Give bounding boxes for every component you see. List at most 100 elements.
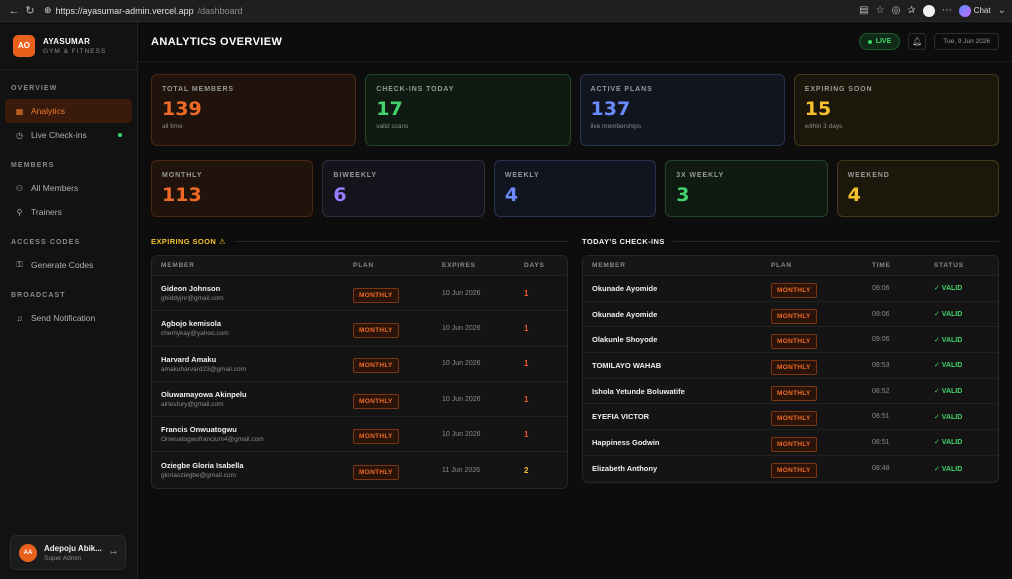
days-left: 1 xyxy=(524,429,529,439)
profile-avatar-icon[interactable] xyxy=(922,4,935,17)
url-host: https://ayasumar-admin.vercel.app xyxy=(55,5,194,16)
more-icon[interactable]: ⋯ xyxy=(941,5,952,16)
star-icon[interactable]: ☆ xyxy=(875,5,885,16)
plan-badge: MONTHLY xyxy=(353,287,399,303)
expiring-title: EXPIRING SOON ⚠ xyxy=(151,237,226,246)
plan-badge: MONTHLY xyxy=(771,334,817,350)
page-title: ANALYTICS OVERVIEW xyxy=(151,35,283,48)
sidebar-nav: OVERVIEW ▦ Analytics ◷ Live Check-ins MEMBERS… xyxy=(0,70,137,330)
table-row[interactable]: Francis Onwuatogwu Onwuatogwufrancium4@gm… xyxy=(152,417,567,453)
member-name: Harvard Amaku xyxy=(161,354,217,364)
notification-bell-icon[interactable]: 🔔︎ xyxy=(908,33,927,50)
brand-logo: AO xyxy=(13,34,35,57)
plan-label: WEEKEND xyxy=(847,172,890,179)
plan-badge: MONTHLY xyxy=(771,359,817,375)
table-row[interactable]: Ishola Yetunde Boluwatife MONTHLY 08:52 … xyxy=(583,379,998,405)
sidebar-item-generate-codes[interactable]: ⚿ Generate Codes xyxy=(5,253,132,277)
table-row[interactable]: Olakunle Shoyode MONTHLY 09:06 ✓ VALID xyxy=(583,327,998,354)
plan-stat-card: WEEKLY 4 xyxy=(493,160,657,217)
table-row[interactable]: Elizabeth Anthony MONTHLY 08:48 ✓ VALID xyxy=(583,456,998,482)
column-header: TIME xyxy=(872,262,891,269)
date-display: Tue, 9 Jun 2026 xyxy=(934,33,999,50)
plan-value: 4 xyxy=(504,184,519,206)
status-badge: ✓ VALID xyxy=(934,336,963,344)
table-row[interactable]: Oluwamayowa Akinpelu airlesfury@gmail.com… xyxy=(152,382,567,418)
plan-stat-card: WEEKEND 4 xyxy=(836,160,1000,217)
checkins-title: TODAY'S CHECK-INS xyxy=(582,237,665,246)
checkins-table: MEMBER PLAN TIME STATUS Okunade Ayomide MON… xyxy=(582,255,999,483)
stat-value: 17 xyxy=(376,98,403,120)
status-badge: ✓ VALID xyxy=(934,285,963,293)
member-email: airlesfury@gmail.com xyxy=(161,401,224,409)
stat-value: 15 xyxy=(804,98,832,120)
sidebar-item-label: Generate Codes xyxy=(31,260,94,270)
chat-label: Chat xyxy=(973,6,991,15)
column-header: DAYS xyxy=(524,262,545,269)
table-row[interactable]: Okunade Ayomide MONTHLY 09:06 ✓ VALID xyxy=(583,276,998,302)
favorites-icon[interactable]: ✰ xyxy=(907,5,916,16)
extension-icon[interactable]: ◎ xyxy=(891,5,901,16)
table-row[interactable]: TOMILAYO WAHAB MONTHLY 08:53 ✓ VALID xyxy=(583,353,998,379)
plan-badge: MONTHLY xyxy=(771,436,817,452)
grid-icon: ▦ xyxy=(15,106,24,116)
url-path: /dashboard xyxy=(197,5,243,16)
sidebar-item-all-members[interactable]: ⚇ All Members xyxy=(5,176,132,200)
member-name: Okunade Ayomide xyxy=(592,283,658,293)
chat-button[interactable]: Chat xyxy=(958,4,991,17)
stat-sub: valid scans xyxy=(376,123,409,130)
status-badge: ✓ VALID xyxy=(934,439,963,447)
chevron-down-icon[interactable]: ⌄ xyxy=(997,5,1006,16)
sidebar-item-trainers[interactable]: ⚲ Trainers xyxy=(5,200,132,224)
table-row[interactable]: Harvard Amaku amakuharvard23@gmail.com MO… xyxy=(152,347,567,382)
stat-value: 139 xyxy=(162,98,202,120)
table-row[interactable]: Agbojo kemisola chemykay@yahoo.com MONTHL… xyxy=(152,311,567,347)
table-row[interactable]: EYEFIA VICTOR MONTHLY 08:51 ✓ VALID xyxy=(583,404,998,431)
column-header: EXPIRES xyxy=(442,262,476,269)
topbar: ANALYTICS OVERVIEW LIVE 🔔︎ Tue, 9 Jun 20… xyxy=(138,22,1012,62)
checkin-time: 08:53 xyxy=(872,361,890,369)
table-row[interactable]: Okunade Ayomide MONTHLY 09:06 ✓ VALID xyxy=(583,302,998,328)
browser-bar: ← ↻ ⊕ https://ayasumar-admin.vercel.app /… xyxy=(0,0,1012,22)
sidebar-item-send-notification[interactable]: ♫ Send Notification xyxy=(5,306,132,330)
status-badge: ✓ VALID xyxy=(934,413,963,421)
expires-date: 10 Jun 2026 xyxy=(442,430,481,438)
reader-icon[interactable]: ▤ xyxy=(859,5,869,16)
stat-card: CHECK-INS TODAY 17 valid scans xyxy=(365,74,571,146)
table-row[interactable]: Happiness Godwin MONTHLY 08:51 ✓ VALID xyxy=(583,430,998,456)
checkin-time: 09:06 xyxy=(872,284,890,292)
status-badge: ✓ VALID xyxy=(934,362,963,370)
sidebar-item-label: Analytics xyxy=(31,106,66,116)
logout-icon[interactable]: ↦ xyxy=(110,548,117,557)
plan-badge: MONTHLY xyxy=(771,411,817,427)
sidebar-item-analytics[interactable]: ▦ Analytics xyxy=(5,99,132,123)
plan-badge: MONTHLY xyxy=(771,308,817,324)
status-badge: ✓ VALID xyxy=(934,311,963,319)
column-header: PLAN xyxy=(771,262,792,269)
plan-badge: MONTHLY xyxy=(353,464,399,480)
checkin-time: 08:52 xyxy=(872,387,890,395)
reload-icon[interactable]: ↻ xyxy=(25,5,35,17)
sidebar-item-live-check-ins[interactable]: ◷ Live Check-ins xyxy=(5,123,132,147)
plan-stat-card: BIWEEKLY 6 xyxy=(322,160,485,217)
days-left: 1 xyxy=(524,394,529,404)
table-row[interactable]: Oziegbe Gloria Isabella gloriaoziegbe@gma… xyxy=(152,452,567,487)
plan-badge: MONTHLY xyxy=(771,282,817,298)
brand: AO AYASUMAR GYM & FITNESS xyxy=(0,22,137,70)
plan-badge: MONTHLY xyxy=(353,322,399,338)
checkin-time: 09:06 xyxy=(872,310,890,318)
member-name: EYEFIA VICTOR xyxy=(592,412,650,422)
back-icon[interactable]: ← xyxy=(8,4,20,17)
stat-card: ACTIVE PLANS 137 live memberships xyxy=(579,74,785,146)
plan-value: 113 xyxy=(162,184,202,206)
sidebar-section-title: OVERVIEW xyxy=(11,85,58,92)
checkin-time: 09:06 xyxy=(872,336,890,344)
user-card[interactable]: AA Adepoju Abik... Super Admin ↦ xyxy=(10,535,126,570)
stat-label: ACTIVE PLANS xyxy=(590,86,653,93)
stat-card: EXPIRING SOON 15 within 3 days xyxy=(793,74,999,146)
plan-value: 6 xyxy=(333,184,347,206)
table-row[interactable]: Gideon Johnson ghiddyjnr@gmail.com MONTHL… xyxy=(152,276,567,312)
stat-card: TOTAL MEMBERS 139 all time xyxy=(151,74,357,146)
user-name: Adepoju Abik... xyxy=(44,543,102,553)
address-bar[interactable]: ⊕ https://ayasumar-admin.vercel.app/dash… xyxy=(44,5,859,16)
brand-name: AYASUMAR xyxy=(43,36,91,46)
